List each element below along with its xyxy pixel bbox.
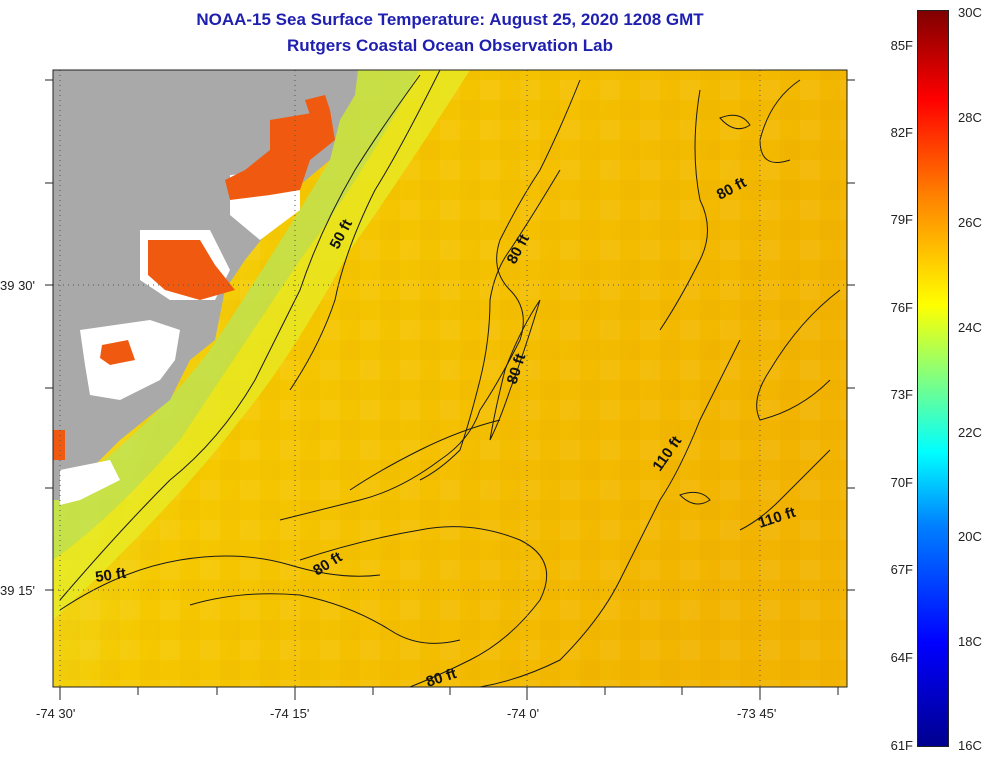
tick-marks (45, 79, 855, 700)
contour-50ft (59, 74, 421, 601)
hot-patch (100, 340, 135, 365)
depth-contours (59, 69, 841, 688)
contour-ridge (489, 299, 541, 441)
contour-south (189, 593, 461, 644)
colorbar-c-label: 18C (958, 634, 982, 649)
colorbar-f-label: 64F (890, 650, 913, 665)
lon-label: -74 30' (36, 706, 75, 721)
hot-patch (305, 95, 330, 115)
lon-label: -74 0' (507, 706, 539, 721)
colorbar-c-label: 20C (958, 529, 982, 544)
colorbar-c-label: 16C (958, 738, 982, 753)
colorbar-f-label: 76F (890, 300, 913, 315)
hot-patch (53, 430, 65, 460)
coastal-yellow-band (53, 70, 470, 620)
contour-loop (679, 491, 711, 505)
contour-loop (756, 289, 841, 421)
colorbar-f-label: 85F (890, 38, 913, 53)
no-data-patch (60, 460, 120, 505)
contour-shelf (289, 69, 441, 391)
lat-label: 39 30' (0, 278, 35, 293)
contour-label: 50 ft (94, 565, 127, 586)
colorbar-c-label: 30C (958, 5, 982, 20)
lon-label: -73 45' (737, 706, 776, 721)
contour-loop (719, 114, 751, 130)
map-subtitle: Rutgers Coastal Ocean Observation Lab (287, 36, 613, 55)
colorbar-f-label: 61F (890, 738, 913, 753)
colorbar-c-label: 24C (958, 320, 982, 335)
contour-80ft (279, 79, 581, 521)
contour-80ft-south (299, 526, 548, 688)
colorbar-c-label: 28C (958, 110, 982, 125)
temperature-colorbar (917, 10, 949, 747)
colorbar-f-label: 79F (890, 212, 913, 227)
map-frame: 50 ft 80 ft 80 ft 80 ft 50 ft 80 ft 80 f… (0, 69, 855, 721)
lon-label: -74 15' (270, 706, 309, 721)
lat-label: 39 15' (0, 583, 35, 598)
contour-80ft-b (419, 169, 561, 481)
contour-mid (349, 419, 501, 491)
colorbar-f-label: 82F (890, 125, 913, 140)
colorbar-f-label: 73F (890, 387, 913, 402)
contour-50ft-south (59, 555, 381, 611)
hot-patch (225, 110, 335, 200)
contour-loop (759, 79, 801, 163)
map-title: NOAA-15 Sea Surface Temperature: August … (196, 10, 704, 29)
contour-80ft-c (659, 89, 708, 331)
colorbar-c-label: 26C (958, 215, 982, 230)
contour-110ft-b (739, 449, 831, 531)
contour-110ft (479, 339, 741, 688)
colorbar-f-label: 67F (890, 562, 913, 577)
colorbar-c-label: 22C (958, 425, 982, 440)
coastal-cool-band (53, 70, 420, 560)
colorbar-f-label: 70F (890, 475, 913, 490)
